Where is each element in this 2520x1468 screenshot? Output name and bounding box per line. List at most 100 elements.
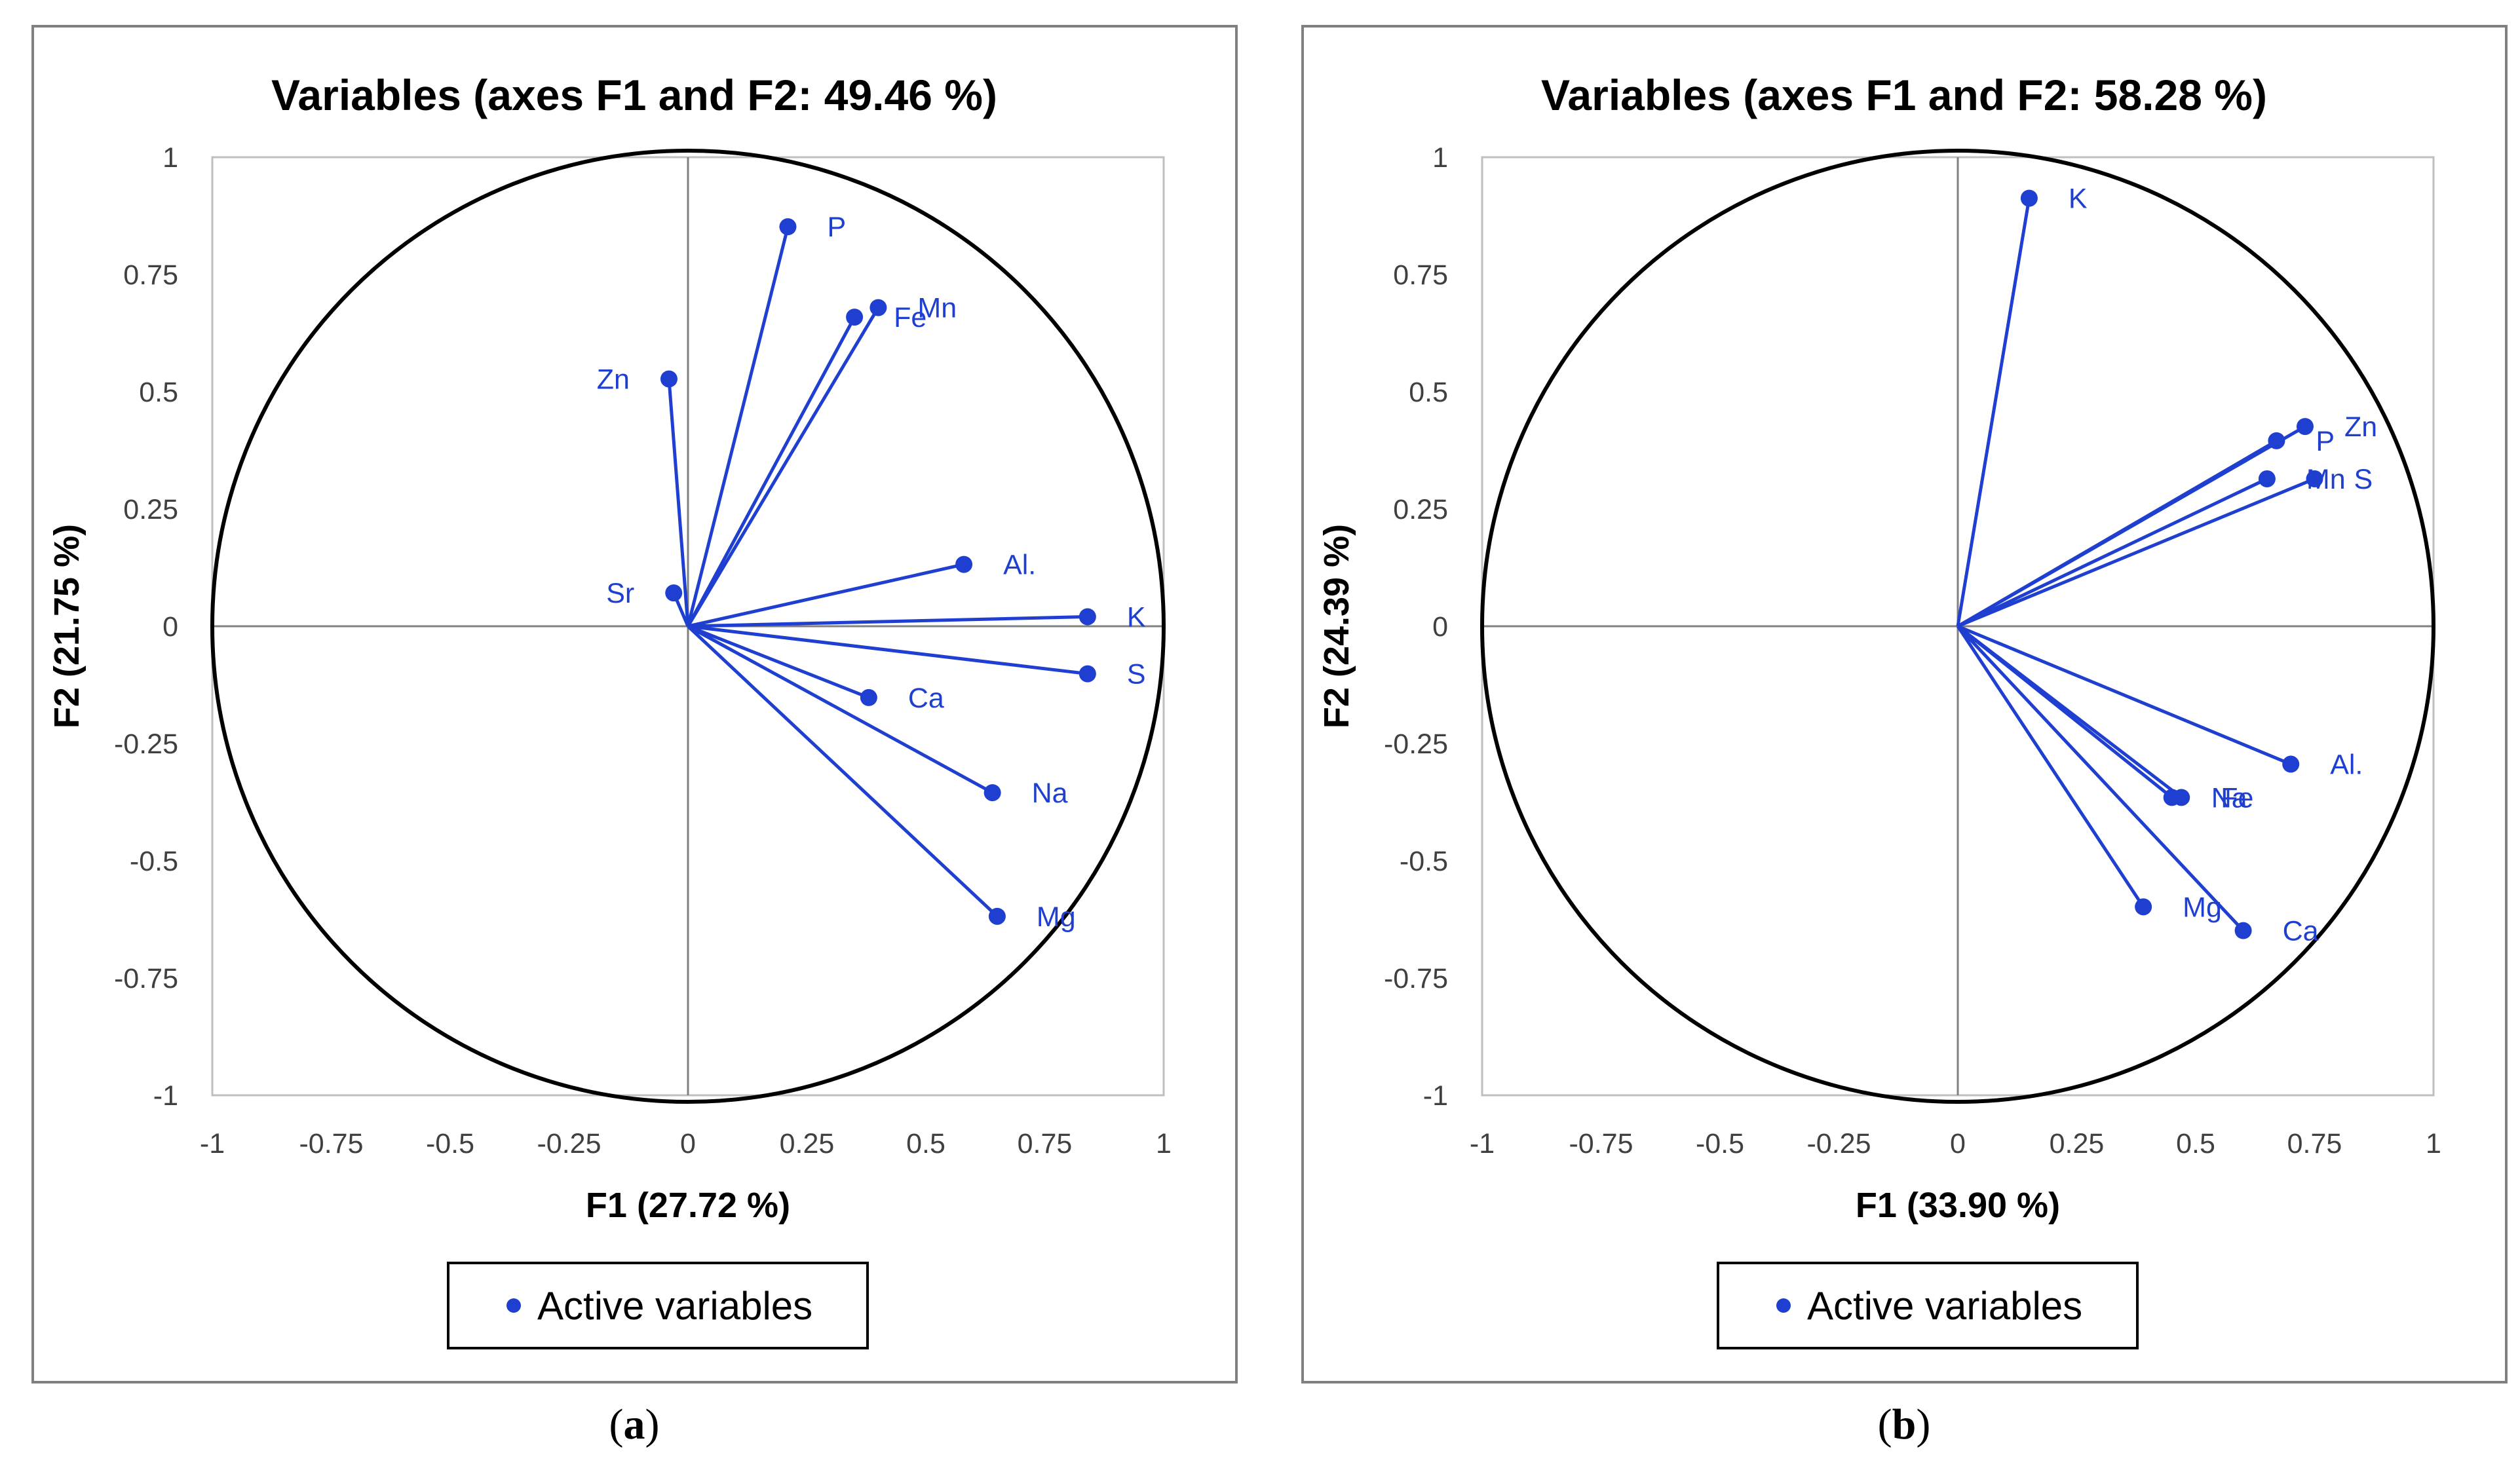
point-label: Sr [606, 578, 634, 609]
y-tick-label: 1 [162, 142, 178, 174]
vector-zn [1957, 424, 2306, 628]
x-tick-label: 0.25 [2050, 1128, 2105, 1159]
y-tick-label: -0.5 [1400, 846, 1448, 877]
legend: Active variables [447, 1262, 869, 1349]
vector-mn [1957, 477, 2268, 628]
y-tick-label: 0 [1432, 611, 1448, 643]
x-tick-label: -0.5 [1696, 1128, 1744, 1159]
y-tick-label: -0.5 [130, 846, 178, 877]
legend-marker [1776, 1298, 1791, 1313]
point-label: Zn [2344, 411, 2377, 443]
point-label: K [1127, 601, 1146, 633]
point-label: Al. [1003, 550, 1036, 581]
vector-mg [1956, 625, 2145, 908]
point-mg [2135, 898, 2152, 916]
point-label: Ca [908, 683, 944, 714]
point-p [2268, 432, 2285, 449]
x-tick-label: 1 [2426, 1128, 2441, 1159]
point-label: Mn [2306, 464, 2346, 495]
vector-k [1956, 198, 2031, 627]
point-fe [2173, 789, 2190, 806]
x-tick-label: -0.25 [1806, 1128, 1871, 1159]
point-label: Na [1032, 778, 1068, 809]
x-tick-label: -0.5 [426, 1128, 474, 1159]
point-zn [2296, 418, 2314, 436]
x-tick-label: -0.75 [1569, 1128, 1633, 1159]
y-tick-label: 0 [162, 611, 178, 643]
y-tick-label: 0.5 [1409, 377, 1448, 408]
vector-ca [687, 624, 869, 700]
point-zn [660, 370, 678, 388]
x-tick-label: 1 [1156, 1128, 1172, 1159]
chart-title: Variables (axes F1 and F2: 58.28 %) [1541, 71, 2267, 119]
plot-area: -1 -0.75 -0.5 -0.25 0 0.25 0.5 0.75 1 -1… [114, 142, 1172, 1159]
panel-frame [1301, 25, 2508, 1383]
y-tick-label: 0.5 [139, 377, 178, 408]
y-tick-label: -0.75 [1384, 963, 1448, 994]
y-axis-title: F2 (24.39 %) [1317, 524, 1356, 728]
x-tick-label: 0 [680, 1128, 696, 1159]
point-mg [988, 907, 1006, 925]
y-tick-label: 0.25 [1393, 494, 1448, 525]
y-tick-label: 0.25 [123, 494, 178, 525]
x-tick-label: 0 [1950, 1128, 1966, 1159]
y-tick-label: 1 [1432, 142, 1448, 174]
chart-title: Variables (axes F1 and F2: 49.46 %) [271, 71, 997, 119]
point-label: Al. [2330, 749, 2363, 781]
y-tick-label: -0.25 [1384, 728, 1448, 760]
point-label: Zn [597, 364, 630, 395]
x-ticks: -1 -0.75 -0.5 -0.25 0 0.25 0.5 0.75 1 [1470, 1128, 2441, 1159]
point-na [983, 784, 1001, 802]
x-axis-title: F1 (27.72 %) [586, 1186, 790, 1225]
x-tick-label: 0.5 [2176, 1128, 2215, 1159]
x-ticks: -1 -0.75 -0.5 -0.25 0 0.25 0.5 0.75 1 [200, 1128, 1172, 1159]
y-ticks: -1 -0.75 -0.5 -0.25 0 0.25 0.5 0.75 1 [114, 142, 178, 1112]
point-s [2306, 470, 2323, 487]
point-ca [2234, 922, 2252, 939]
correlation-circle [1480, 149, 2435, 1104]
x-tick-label: 0.75 [2287, 1128, 2342, 1159]
panel-a: Variables (axes F1 and F2: 49.46 %) -1 -… [31, 25, 1238, 1383]
point-label: P [827, 212, 846, 243]
point-label: Fe [2221, 782, 2253, 814]
vector-s [687, 624, 1088, 676]
point-label: Na [2211, 782, 2247, 814]
vector-al [687, 563, 964, 628]
point-s [1079, 665, 1096, 683]
point-mn [869, 299, 887, 316]
x-tick-label: 0.75 [1018, 1128, 1073, 1159]
point-label: S [1127, 659, 1146, 690]
plot-area: -1 -0.75 -0.5 -0.25 0 0.25 0.5 0.75 1 -1… [1384, 142, 2441, 1159]
point-sr [665, 584, 683, 602]
x-tick-label: -0.75 [299, 1128, 363, 1159]
point-label: Ca [2283, 916, 2319, 947]
x-axis-title: F1 (33.90 %) [1856, 1186, 2060, 1225]
panel-frame [31, 25, 1238, 1383]
x-tick-label: -1 [1470, 1128, 1495, 1159]
point-label: Mn [917, 293, 957, 324]
y-tick-label: 0.75 [123, 259, 178, 291]
vector-mg [687, 625, 999, 918]
point-label: Fe [894, 302, 926, 333]
point-label: S [2354, 464, 2373, 495]
point-al [955, 555, 973, 573]
legend-label: Active variables [537, 1284, 812, 1328]
point-ca [860, 688, 877, 706]
legend: Active variables [1717, 1262, 2139, 1349]
point-label: P [2316, 426, 2335, 457]
point-label: Mg [2183, 892, 2222, 923]
point-k [1079, 608, 1096, 626]
y-tick-label: 0.75 [1393, 259, 1448, 291]
y-tick-label: -1 [153, 1080, 178, 1112]
vector-fe [686, 316, 856, 628]
x-tick-label: 0.5 [906, 1128, 945, 1159]
point-label: K [2069, 183, 2088, 215]
correlation-circle [210, 149, 1166, 1104]
vector-na [687, 624, 993, 795]
legend-marker [506, 1298, 521, 1313]
panel-caption-a: (a) [609, 1401, 660, 1448]
vector-p [686, 226, 790, 627]
